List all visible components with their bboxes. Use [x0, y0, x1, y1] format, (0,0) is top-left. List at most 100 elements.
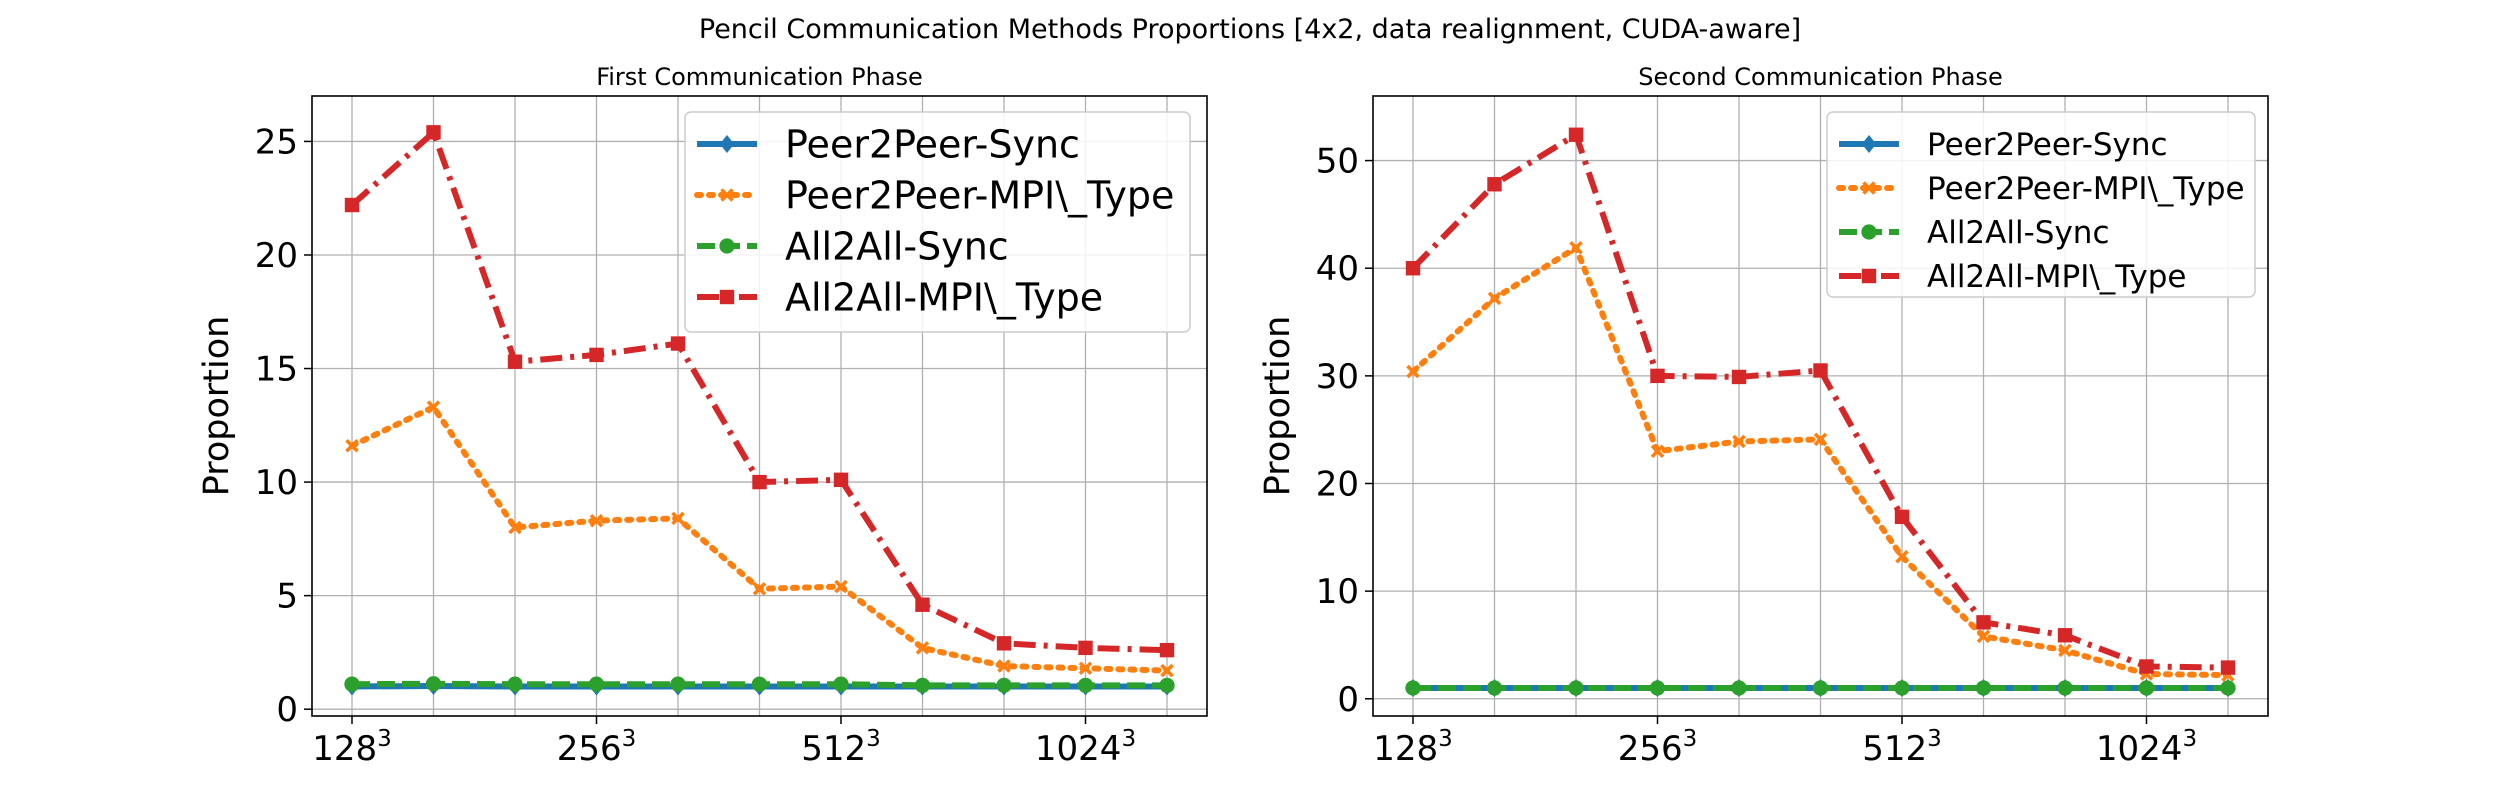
x-tick-label: 10243: [1035, 726, 1136, 769]
data-point: [1894, 680, 1910, 696]
data-point: [588, 676, 605, 692]
data-point: [833, 676, 849, 692]
data-point: [996, 677, 1012, 693]
x-tick-label: 2563: [1618, 726, 1698, 769]
legend-marker: [719, 135, 735, 153]
data-point: [1405, 680, 1421, 696]
data-point: [1159, 642, 1175, 658]
data-point: [1812, 680, 1829, 696]
data-point: [1894, 509, 1910, 525]
data-point: [1406, 364, 1420, 379]
data-point: [2139, 659, 2154, 674]
data-point: [1976, 615, 1991, 630]
y-tick-label: 10: [1316, 572, 1359, 612]
y-tick-label: 50: [1316, 142, 1359, 182]
data-point: [2220, 680, 2236, 696]
data-point: [1650, 368, 1665, 384]
series-orange: [345, 400, 1174, 678]
x-tick-label: 2563: [557, 726, 637, 769]
chart-1: 0 5 10 15 20 25 1283 2563 5123 10243 First Communi…: [197, 63, 1208, 769]
y-tick-label: 40: [1316, 249, 1359, 289]
data-point: [751, 676, 768, 692]
x-tick-label: 10243: [2096, 726, 2197, 769]
data-point: [996, 636, 1012, 651]
y-axis-label: Proportion: [1258, 316, 1298, 497]
legend-marker: [1861, 224, 1877, 240]
data-point: [1569, 241, 1583, 255]
data-point: [1568, 680, 1584, 696]
data-point: [1160, 663, 1174, 678]
data-point: [345, 438, 359, 453]
y-tick-label: 10: [255, 463, 298, 503]
data-point: [1077, 677, 1094, 693]
y-tick-label: 20: [255, 236, 298, 276]
legend-marker: [720, 188, 734, 202]
data-point: [1649, 680, 1666, 696]
data-point: [752, 474, 767, 490]
series-green: [1405, 680, 2236, 696]
data-point: [915, 597, 930, 612]
data-point: [670, 676, 686, 692]
legend-frame: [684, 111, 1191, 333]
chart-title: First Communication Phase: [596, 63, 923, 91]
y-tick-label: 0: [1337, 680, 1359, 720]
data-point: [426, 400, 441, 414]
data-point: [589, 513, 604, 528]
data-point: [1487, 291, 1502, 306]
data-point: [2138, 680, 2155, 696]
data-point: [425, 676, 442, 692]
data-point: [670, 336, 686, 351]
data-point: [1486, 680, 1503, 696]
y-tick-label: 15: [255, 350, 298, 390]
data-point: [1405, 261, 1421, 276]
x-tick-label: 5123: [801, 726, 881, 769]
legend-marker: [719, 289, 735, 305]
legend-marker: [1862, 181, 1876, 195]
legend-label: All2All-Sync: [1927, 215, 2110, 251]
data-point: [2220, 660, 2236, 675]
legend: Peer2Peer-Sync Peer2Peer-MPI\_Type All2All…: [1826, 111, 2256, 298]
data-point: [2058, 643, 2072, 658]
data-point: [1813, 363, 1828, 378]
y-tick-label: 20: [1316, 465, 1359, 505]
y-tick-label: 30: [1316, 357, 1359, 397]
x-tick-label: 1283: [1373, 726, 1453, 769]
data-point: [1159, 677, 1175, 693]
series-red: [1405, 127, 2236, 675]
series-red: [344, 125, 1175, 658]
x-tick-label: 1283: [312, 726, 392, 769]
legend-label: All2All-Sync: [785, 225, 1009, 269]
legend-label: All2All-MPI\_Type: [1927, 259, 2187, 295]
legend-marker: [719, 238, 735, 254]
figure-title: Pencil Communication Methods Proportions…: [699, 14, 1801, 45]
y-tick-label: 25: [255, 122, 298, 162]
data-point: [1975, 680, 1992, 696]
legend-marker: [1861, 135, 1877, 153]
legend: Peer2Peer-Sync Peer2Peer-MPI\_Type All2All…: [684, 111, 1191, 333]
data-point: [1731, 369, 1747, 385]
data-point: [1487, 177, 1502, 192]
y-tick-label: 0: [276, 690, 298, 730]
data-point: [752, 582, 767, 596]
data-point: [1976, 629, 1991, 644]
data-point: [507, 354, 523, 369]
data-point: [833, 472, 849, 488]
data-point: [507, 676, 523, 692]
data-point: [914, 677, 931, 693]
legend-label: All2All-MPI\_Type: [785, 276, 1103, 320]
data-point: [1568, 127, 1584, 142]
data-point: [834, 579, 848, 594]
data-point: [915, 641, 930, 655]
data-point: [1731, 680, 1747, 696]
legend-marker: [1861, 268, 1877, 284]
data-point: [344, 676, 360, 692]
data-point: [508, 520, 522, 535]
data-point: [1078, 640, 1093, 656]
chart-2: 0 10 20 30 40 50 1283 2563 5123 10243 Second Commu…: [1258, 63, 2269, 769]
data-point: [589, 347, 604, 363]
legend-label: Peer2Peer-MPI\_Type: [1927, 171, 2245, 207]
y-tick-label: 5: [276, 577, 298, 617]
legend-frame: [1826, 111, 2256, 298]
axes-frame: [1372, 95, 2269, 717]
